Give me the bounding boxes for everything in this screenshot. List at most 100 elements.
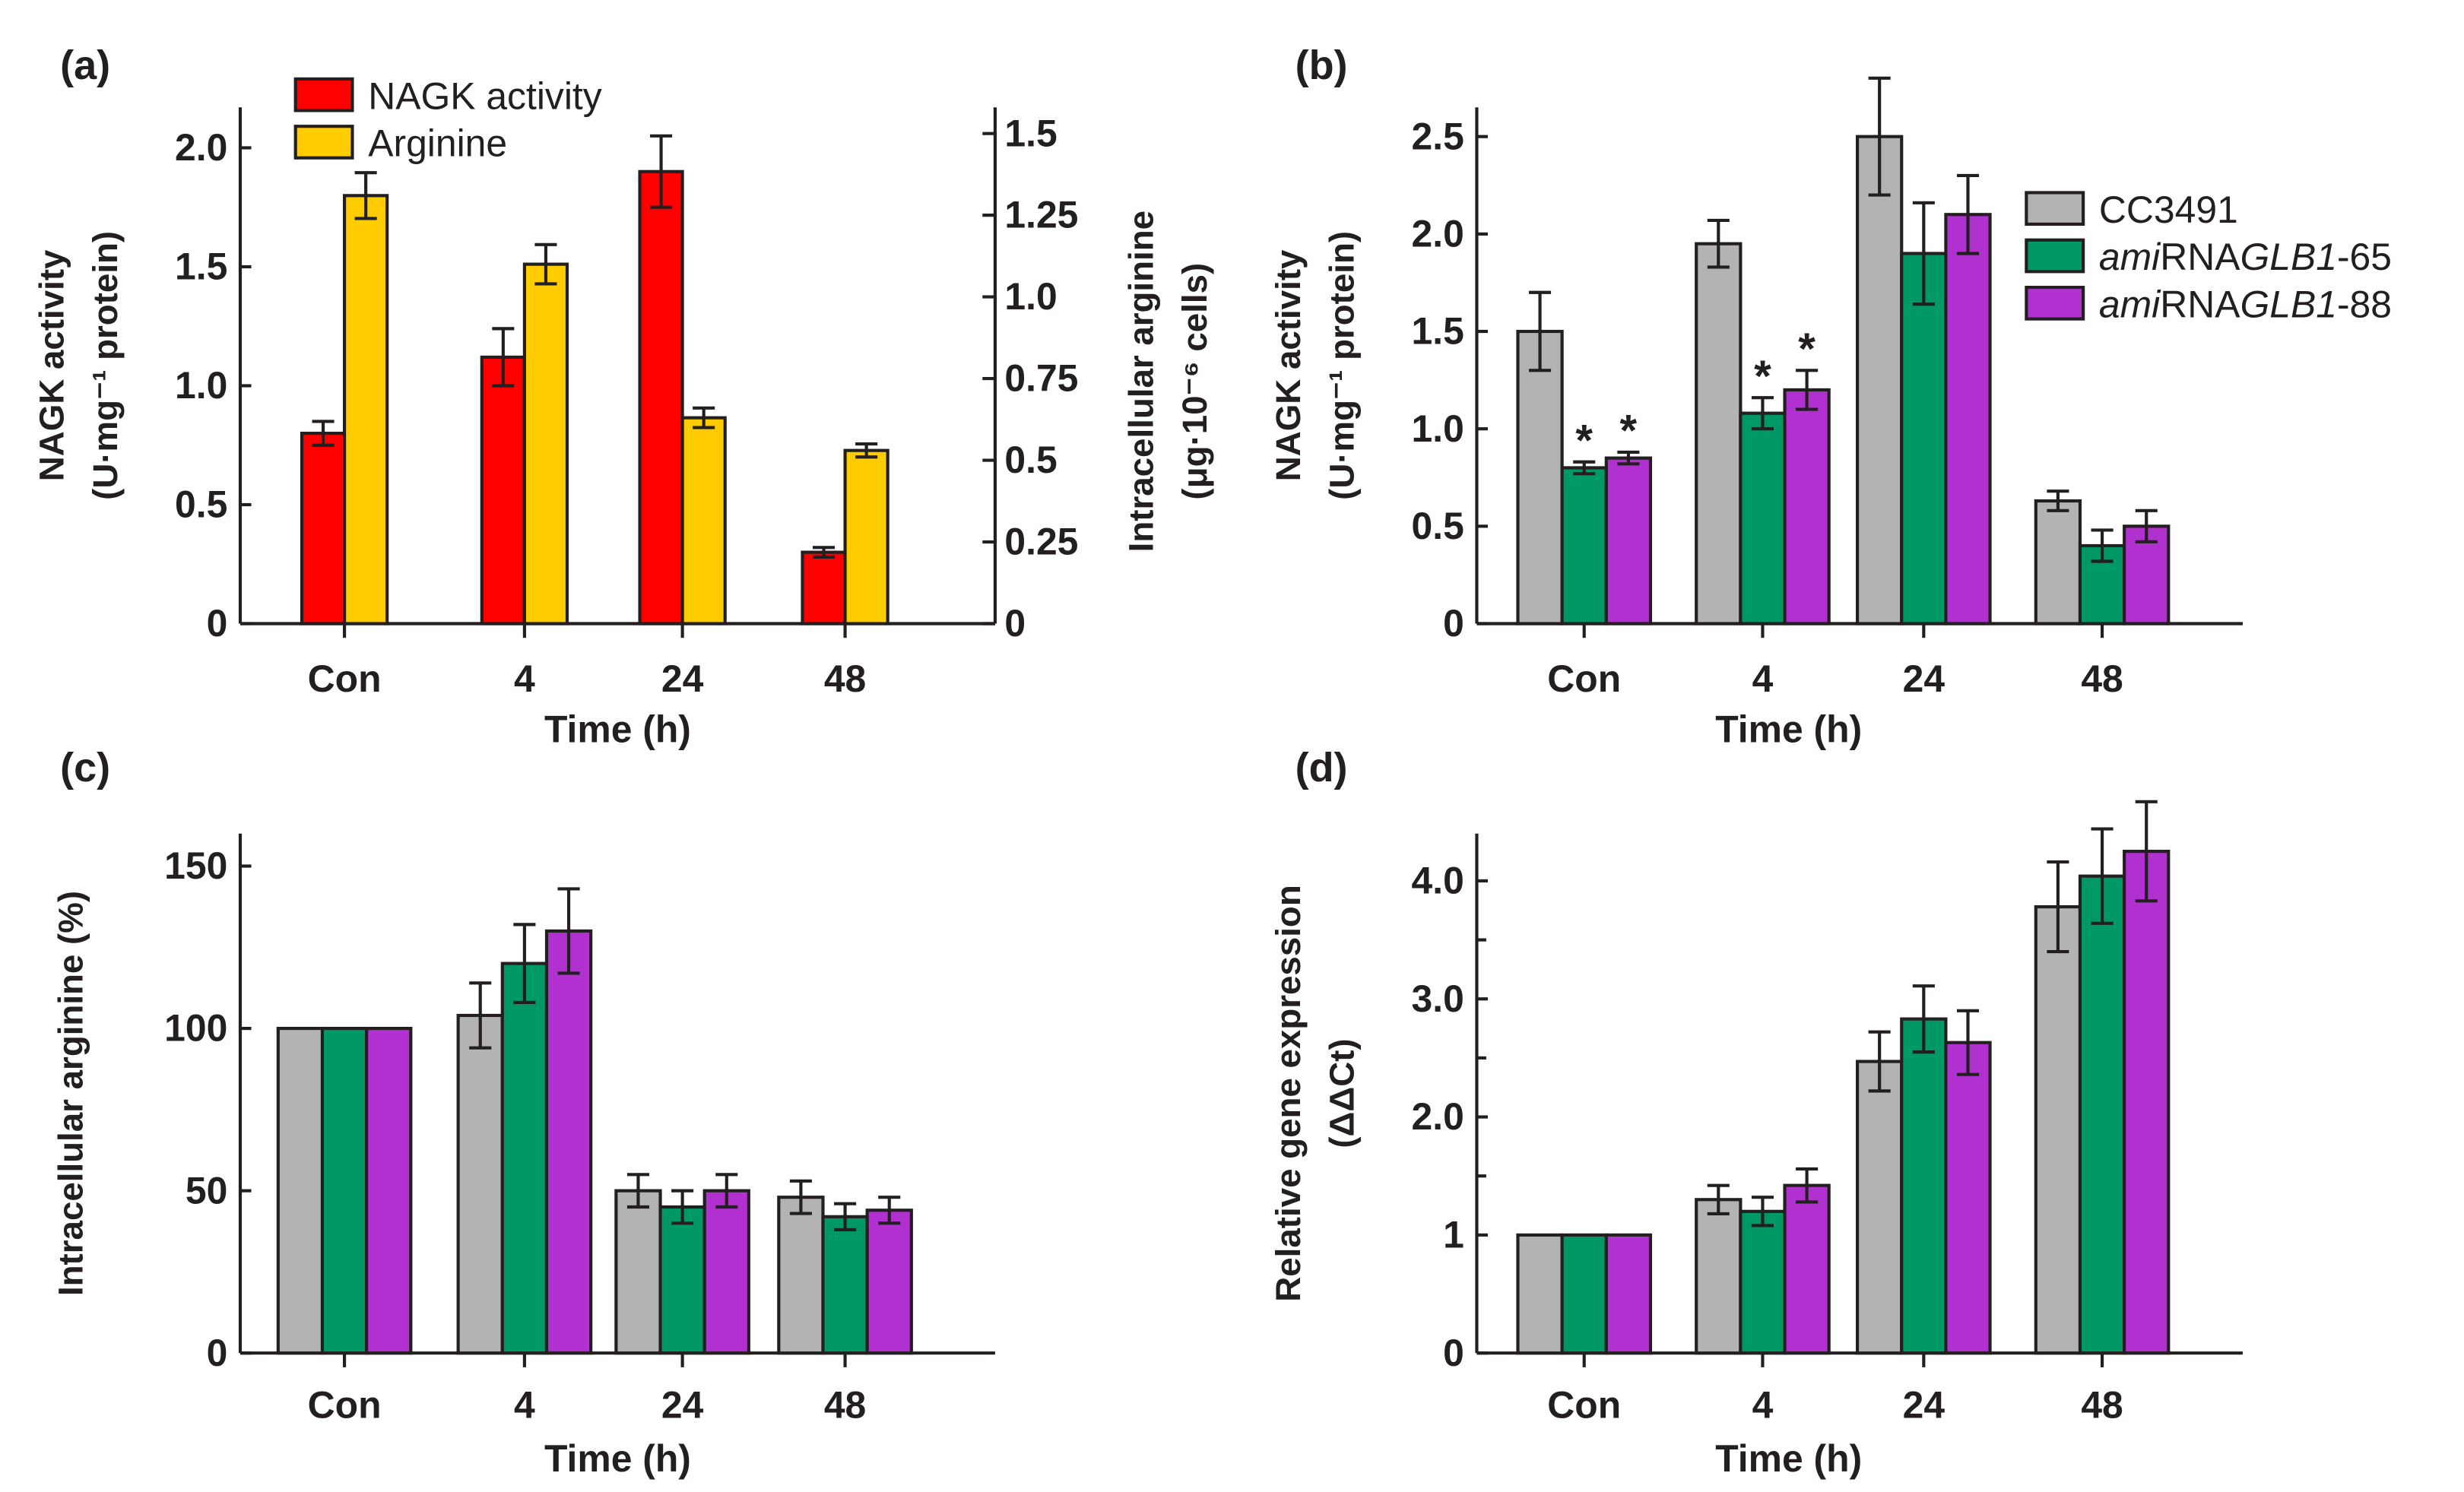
- y-tick-label: 2.0: [1412, 1095, 1464, 1138]
- bar-amiRNAGLB1-65-48: [2078, 874, 2126, 1355]
- y-tick-label: 0.5: [1412, 505, 1464, 547]
- y-tick-label: 1.5: [175, 245, 227, 288]
- bar-amiRNAGLB1-88-Con: [1604, 456, 1653, 626]
- y-tick-label: 0.5: [175, 483, 227, 526]
- bar-amiRNAGLB1-65-Con: [1560, 1233, 1608, 1355]
- x-axis-label: Time (h): [544, 1437, 691, 1480]
- y-tick-label: 0: [1443, 602, 1464, 645]
- panel-a: (a) 0 0.5 1.0 1.5 2.0 0 0.25 0.5 0.75 1.0 1.25 1.5 In…: [32, 43, 1214, 750]
- y-axis-label: (U·mg⁻¹ protein): [1322, 231, 1361, 500]
- y-axis-label: NAGK activity: [32, 249, 71, 481]
- bar-amiRNAGLB1-88-4: [544, 929, 593, 1355]
- x-tick-label: 48: [824, 1383, 866, 1426]
- legend-label-part: -65: [2337, 236, 2392, 278]
- legend-swatch: [2025, 238, 2085, 274]
- significance-asterisk: *: [1798, 325, 1815, 374]
- bar-amiRNAGLB1-88-48: [2123, 850, 2171, 1355]
- bar-CC3491-48: [777, 1196, 825, 1355]
- y-tick-label: 0: [207, 602, 228, 645]
- x-tick-label: 24: [1903, 1383, 1946, 1426]
- bar-amiRNAGLB1-65-4: [1739, 1209, 1787, 1355]
- legend-swatch: [293, 77, 354, 112]
- y-tick-label: 4.0: [1412, 860, 1464, 902]
- bar-CC3491-24: [1856, 135, 1904, 626]
- bar-amiRNAGLB1-88-4: [1783, 1183, 1831, 1355]
- bar-Arginine-48: [843, 448, 890, 626]
- legend-label-part: ami: [2099, 284, 2161, 326]
- y-axis-label: NAGK activity: [1269, 249, 1308, 481]
- legend-label: CC3491: [2099, 188, 2238, 231]
- y-right-tick-label: 1.0: [1004, 275, 1057, 318]
- bar-amiRNAGLB1-65-48: [821, 1215, 869, 1355]
- y-axis-label: Intracellular arginine (%): [51, 891, 90, 1296]
- bar-CC3491-24: [614, 1189, 662, 1355]
- bar-amiRNAGLB1-65-Con: [320, 1026, 369, 1355]
- legend-label: NAGK activity: [368, 74, 602, 117]
- bar-amiRNAGLB1-65-4: [1739, 411, 1787, 626]
- bar-amiRNAGLB1-88-24: [702, 1189, 750, 1355]
- bar-amiRNAGLB1-88-24: [1944, 213, 1992, 626]
- legend-label-part: -88: [2337, 284, 2392, 326]
- x-tick-label: 4: [1752, 657, 1774, 700]
- y-tick-label: 0: [207, 1332, 228, 1374]
- x-tick-label: 4: [514, 1383, 535, 1426]
- legend-label-part: RNA: [2160, 284, 2240, 326]
- y-axis-right-label: Intracellular arginine: [1122, 211, 1161, 552]
- bar-CC3491-48: [2034, 499, 2082, 626]
- x-tick-label: Con: [1547, 657, 1621, 700]
- bar-CC3491-4: [456, 1013, 504, 1355]
- x-tick-label: Con: [308, 657, 382, 700]
- bar-NAGK activity-4: [480, 355, 526, 626]
- y-tick-label: 1.0: [1412, 407, 1464, 450]
- y-tick-label: 50: [186, 1169, 227, 1212]
- x-tick-label: 24: [661, 1383, 704, 1426]
- bar-CC3491-Con: [1516, 329, 1564, 626]
- y-tick-label: 100: [164, 1007, 227, 1050]
- bar-amiRNAGLB1-65-24: [658, 1205, 706, 1355]
- x-tick-label: 48: [2081, 1383, 2123, 1426]
- y-right-tick-label: 1.25: [1004, 194, 1078, 236]
- x-axis-label: Time (h): [1715, 1437, 1862, 1480]
- y-tick-label: 2.0: [1412, 212, 1464, 255]
- x-tick-label: 24: [661, 657, 704, 700]
- bar-NAGK activity-Con: [300, 432, 347, 626]
- bar-NAGK activity-48: [801, 550, 847, 626]
- y-tick-label: 150: [164, 844, 227, 887]
- significance-asterisk: *: [1575, 416, 1593, 465]
- y-axis-right-label: (μg·10⁻⁶ cells): [1175, 263, 1214, 500]
- bar-CC3491-Con: [1516, 1233, 1564, 1355]
- legend-swatch: [2025, 285, 2085, 321]
- x-tick-label: Con: [1547, 1383, 1621, 1426]
- legend-label-part: GLB1: [2240, 236, 2336, 278]
- x-tick-label: 48: [824, 657, 866, 700]
- y-tick-label: 2.0: [175, 126, 227, 169]
- x-axis-label: Time (h): [1715, 708, 1862, 750]
- x-tick-label: 4: [1752, 1383, 1774, 1426]
- bar-amiRNAGLB1-88-Con: [365, 1026, 413, 1355]
- x-axis-label: Time (h): [544, 708, 691, 750]
- y-axis-label: Relative gene expression: [1269, 885, 1308, 1302]
- y-right-tick-label: 0.75: [1004, 357, 1078, 400]
- y-axis-label: (U·mg⁻¹ protein): [86, 231, 125, 500]
- legend-label: amiRNAGLB1-65: [2099, 236, 2392, 278]
- y-right-tick-label: 0: [1004, 602, 1026, 645]
- bar-CC3491-48: [2034, 905, 2082, 1355]
- panel-b: (b) 0 0.5 1.0 1.5 2.0 2.5 Con 4 24 48 Time (h) NAGK …: [1269, 43, 2392, 750]
- significance-asterisk: *: [1620, 407, 1638, 456]
- legend-label-part: RNA: [2160, 236, 2240, 278]
- y-right-tick-label: 0.25: [1004, 521, 1078, 563]
- y-tick-label: 1.0: [175, 364, 227, 407]
- bar-Arginine-Con: [343, 194, 389, 626]
- x-tick-label: 24: [1903, 657, 1946, 700]
- legend-label-part: GLB1: [2240, 284, 2336, 326]
- bar-CC3491-Con: [276, 1026, 325, 1355]
- bar-amiRNAGLB1-65-4: [500, 961, 549, 1355]
- bar-CC3491-24: [1856, 1060, 1904, 1355]
- y-tick-label: 3.0: [1412, 977, 1464, 1020]
- panel-d: (d) 0 1 2.0 3.0 4.0 Con 4 24 48 Time (h) Relative g…: [1269, 745, 2243, 1480]
- bar-NAGK activity-24: [638, 169, 684, 626]
- panel-label: (c): [60, 745, 110, 790]
- y-right-tick-label: 1.5: [1004, 112, 1057, 154]
- x-tick-label: Con: [308, 1383, 382, 1426]
- bar-CC3491-4: [1695, 1198, 1743, 1355]
